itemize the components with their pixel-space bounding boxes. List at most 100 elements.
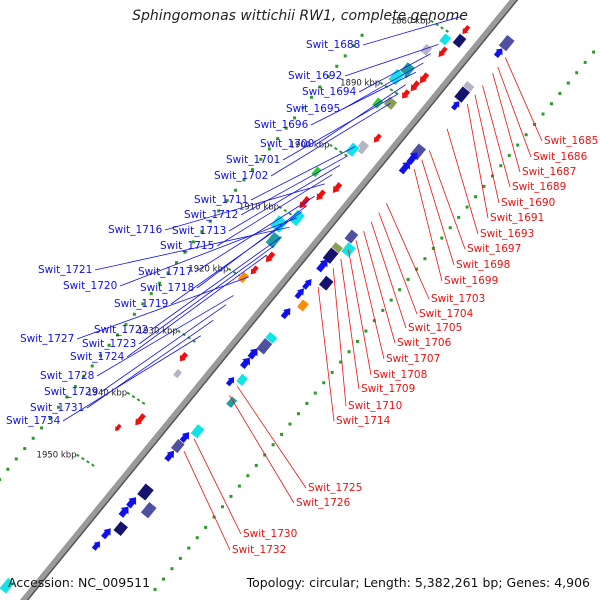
gene-label-reverse[interactable]: Swit_1687 xyxy=(522,166,576,178)
topology-summary: Topology: circular; Length: 5,382,261 bp… xyxy=(246,575,590,590)
gene-label-leader xyxy=(317,286,335,422)
gene-label-forward[interactable]: Swit_1728 xyxy=(40,370,94,382)
gene-label-reverse[interactable]: Swit_1703 xyxy=(431,293,485,305)
gene-label-reverse[interactable]: Swit_1732 xyxy=(232,544,286,556)
gene-box xyxy=(497,34,516,53)
label-layer: Swit_1688 Swit_1692 Swit_1694 Swit_1695 Swit… xyxy=(6,16,598,556)
scale-mark-label: 1920 kbp xyxy=(188,265,228,275)
gene-label-reverse[interactable]: Swit_1685 xyxy=(544,135,598,147)
gene-label-forward[interactable]: Swit_1711 xyxy=(194,194,248,206)
gene-shape xyxy=(294,288,304,300)
tick-dot xyxy=(524,133,528,137)
gene-arrow xyxy=(280,308,291,320)
tick-dot xyxy=(288,422,292,426)
gene-shape xyxy=(493,48,503,58)
tick-dot xyxy=(65,395,69,399)
tick-dot xyxy=(40,426,44,430)
gene-label-reverse[interactable]: Swit_1704 xyxy=(419,308,474,320)
gene-label-reverse[interactable]: Swit_1706 xyxy=(397,337,452,349)
gene-label-forward[interactable]: Swit_1719 xyxy=(114,298,168,310)
gene-label-reverse[interactable]: Swit_1693 xyxy=(480,228,534,240)
gene-shape xyxy=(136,482,155,502)
gene-shape xyxy=(354,139,370,156)
gene-shape xyxy=(438,46,448,58)
gene-label-reverse[interactable]: Swit_1709 xyxy=(361,383,415,395)
scale-mark-label: 1900 kbp xyxy=(290,141,330,151)
gene-arrow xyxy=(239,357,250,369)
gene-shape xyxy=(318,274,335,292)
scale-mark-label: 1910 kbp xyxy=(239,203,279,213)
gene-label-leader xyxy=(126,254,267,358)
gene-label-leader xyxy=(240,155,348,216)
gene-label-reverse[interactable]: Swit_1686 xyxy=(533,151,588,163)
gene-label-reverse[interactable]: Swit_1690 xyxy=(501,197,555,209)
gene-label-forward[interactable]: Swit_1717 xyxy=(138,266,192,278)
gene-label-forward[interactable]: Swit_1700 xyxy=(260,138,314,150)
gene-label-forward[interactable]: Swit_1720 xyxy=(63,280,117,292)
gene-shape xyxy=(189,423,206,440)
gene-label-reverse[interactable]: Swit_1708 xyxy=(373,369,427,381)
gene-label-reverse[interactable]: Swit_1691 xyxy=(490,212,544,224)
gene-label-reverse[interactable]: Swit_1726 xyxy=(296,497,351,509)
gene-label-forward[interactable]: Swit_1702 xyxy=(214,170,268,182)
tick-dot xyxy=(507,153,511,157)
gene-label-forward[interactable]: Swit_1731 xyxy=(30,402,84,414)
gene-label-forward[interactable]: Swit_1696 xyxy=(254,119,309,131)
gene-shape xyxy=(419,72,430,84)
gene-label-forward[interactable]: Swit_1722 xyxy=(94,324,148,336)
gene-label-reverse[interactable]: Swit_1725 xyxy=(308,482,362,494)
gene-box xyxy=(438,32,452,47)
tick-dot xyxy=(31,436,35,440)
tick-dot xyxy=(583,60,587,64)
gene-label-forward[interactable]: Swit_1713 xyxy=(172,225,226,237)
gene-label-leader xyxy=(332,268,347,407)
gene-label-forward[interactable]: Swit_1694 xyxy=(302,86,357,98)
gene-label-reverse[interactable]: Swit_1710 xyxy=(348,400,402,412)
gene-shape xyxy=(402,89,411,99)
gene-shape xyxy=(118,506,129,518)
gene-label-forward[interactable]: Swit_1723 xyxy=(82,338,136,350)
gene-box xyxy=(419,43,434,57)
gene-shape xyxy=(126,497,137,509)
gene-label-forward[interactable]: Swit_1727 xyxy=(20,333,74,345)
gene-label-forward[interactable]: Swit_1688 xyxy=(306,39,360,51)
gene-label-reverse[interactable]: Swit_1689 xyxy=(512,181,566,193)
gene-box xyxy=(112,520,129,537)
gene-label-leader xyxy=(355,240,385,360)
gene-label-reverse[interactable]: Swit_1714 xyxy=(336,415,391,427)
scale-mark-label: 1890 kbp xyxy=(340,79,380,89)
gene-label-reverse[interactable]: Swit_1707 xyxy=(386,353,440,365)
gene-box xyxy=(255,337,274,356)
gene-label-forward[interactable]: Swit_1721 xyxy=(38,264,92,276)
gene-label-forward[interactable]: Swit_1701 xyxy=(226,154,280,166)
gene-label-reverse[interactable]: Swit_1705 xyxy=(408,322,462,334)
gene-label-forward[interactable]: Swit_1695 xyxy=(286,103,340,115)
gene-label-forward[interactable]: Swit_1715 xyxy=(160,240,214,252)
gene-label-leader xyxy=(236,385,307,489)
tick-dot xyxy=(200,230,204,234)
gene-label-reverse[interactable]: Swit_1697 xyxy=(467,243,521,255)
scale-mark-tick xyxy=(75,453,97,469)
gene-shape xyxy=(462,25,471,35)
gene-label-forward[interactable]: Swit_1718 xyxy=(140,282,194,294)
gene-label-leader xyxy=(170,211,303,305)
gene-label-reverse[interactable]: Swit_1699 xyxy=(444,275,498,287)
gene-label-forward[interactable]: Swit_1692 xyxy=(288,70,342,82)
gene-label-reverse[interactable]: Swit_1730 xyxy=(243,528,297,540)
gene-label-forward[interactable]: Swit_1734 xyxy=(6,415,61,427)
tick-dot xyxy=(398,288,402,292)
tick-dot xyxy=(237,484,241,488)
gene-label-forward[interactable]: Swit_1712 xyxy=(184,209,238,221)
gene-label-forward[interactable]: Swit_1716 xyxy=(108,224,163,236)
gene-label-forward[interactable]: Swit_1724 xyxy=(70,351,125,363)
gene-box xyxy=(451,32,468,49)
gene-shape xyxy=(269,214,289,234)
tick-dot xyxy=(296,412,300,416)
tick-dot xyxy=(293,116,297,120)
tick-dot xyxy=(389,298,393,302)
tick-dot xyxy=(234,188,238,192)
gene-label-forward[interactable]: Swit_1729 xyxy=(44,386,98,398)
gene-label-reverse[interactable]: Swit_1698 xyxy=(456,259,510,271)
gene-shape xyxy=(497,34,516,53)
gene-label-leader xyxy=(270,102,391,177)
